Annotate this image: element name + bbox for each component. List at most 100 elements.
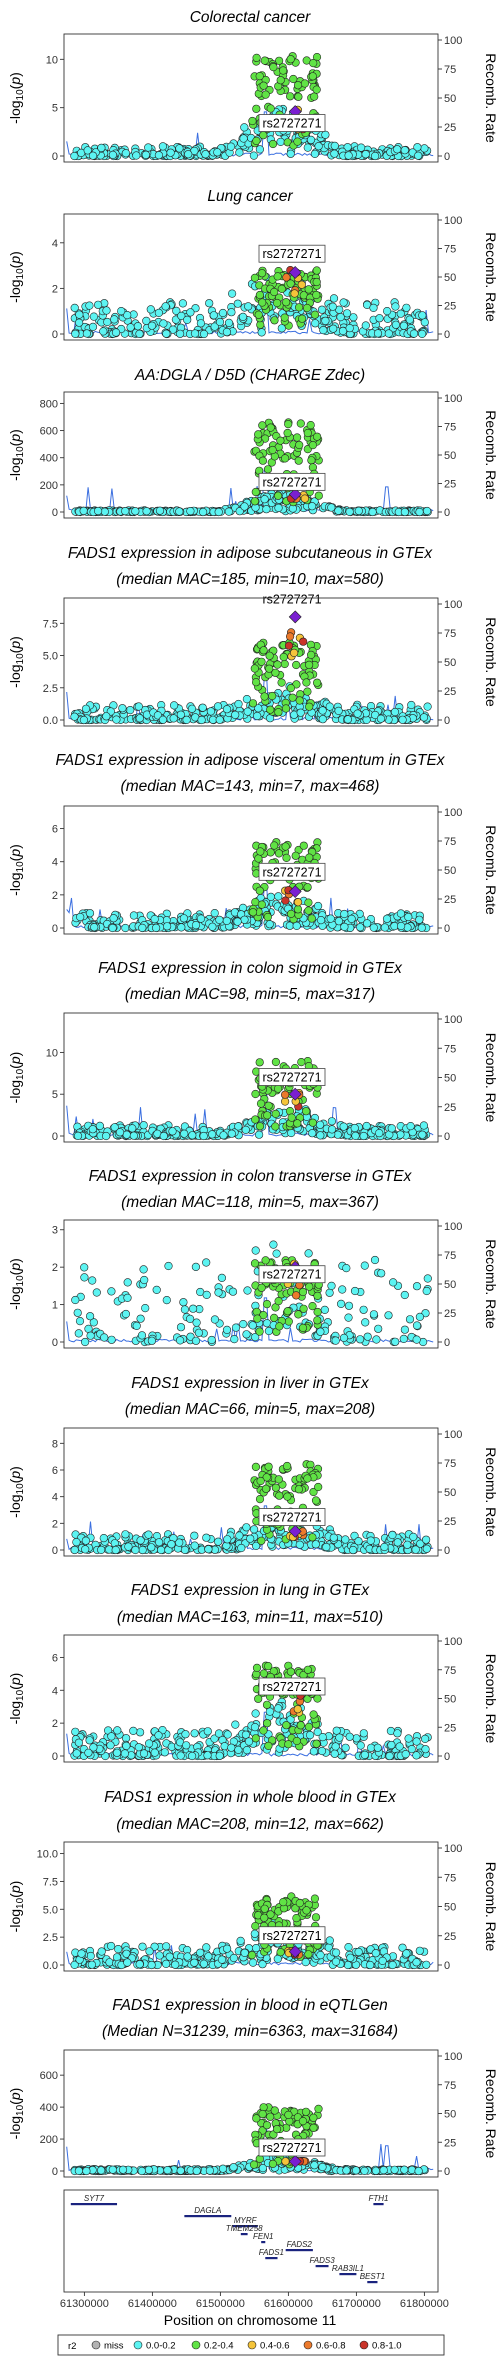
panel-5: FADS1 expression in adipose visceral ome… xyxy=(7,752,499,935)
snp-point xyxy=(249,2160,259,2169)
snp-point xyxy=(339,1333,349,1342)
snp-point xyxy=(361,321,370,330)
snp-point xyxy=(286,683,296,693)
recomb-tick-label: 75 xyxy=(444,2080,456,2092)
legend-label: 0.6-0.8 xyxy=(316,2341,346,2352)
snp-point xyxy=(363,1332,372,1341)
snp-point xyxy=(259,81,268,90)
snp-point xyxy=(292,921,301,931)
snp-point xyxy=(242,694,251,704)
snp-point xyxy=(351,1131,360,1140)
snp-point xyxy=(222,327,231,337)
snp-point xyxy=(268,2159,278,2168)
snp-point xyxy=(276,137,285,146)
snp-point xyxy=(86,1951,95,1961)
gene-label: FEN1 xyxy=(253,2232,273,2241)
snp-point xyxy=(244,302,253,311)
snp-point xyxy=(356,923,365,932)
snp-point xyxy=(309,58,318,68)
snp-point xyxy=(124,1542,133,1551)
snp-point xyxy=(310,1894,320,1903)
snp-point xyxy=(378,1956,387,1965)
snp-point xyxy=(255,1494,265,1504)
recomb-tick-label: 50 xyxy=(444,657,456,669)
snp-point xyxy=(419,1121,429,1130)
snp-point xyxy=(376,714,386,723)
recomb-tick-label: 100 xyxy=(444,215,462,227)
snp-point xyxy=(264,1462,273,1471)
snp-point xyxy=(327,503,336,512)
snp-point xyxy=(247,1950,257,1960)
snp-point xyxy=(242,1330,251,1339)
snp-point xyxy=(122,1741,131,1750)
snp-point xyxy=(375,1128,384,1138)
snp-point xyxy=(303,687,312,696)
recomb-tick-label: 25 xyxy=(444,2137,456,2149)
snp-point xyxy=(292,1736,301,1746)
legend-label: 0.0-0.2 xyxy=(146,2341,176,2352)
snp-point xyxy=(321,130,330,139)
recomb-tick-label: 75 xyxy=(444,1872,456,1884)
gene-label: BEST1 xyxy=(360,2272,385,2281)
snp-point xyxy=(82,2166,91,2176)
panel-3: AA:DGLA / D5D (CHARGE Zdec)rs27272710200… xyxy=(7,367,499,519)
snp-point xyxy=(368,507,377,517)
snp-point xyxy=(350,1123,359,1133)
snp-point xyxy=(339,1122,348,1131)
snp-point xyxy=(223,1535,232,1544)
snp-point xyxy=(202,1258,211,1267)
snp-point xyxy=(97,143,106,152)
snp-point xyxy=(133,322,142,331)
snp-point xyxy=(154,151,163,160)
snp-point xyxy=(308,441,318,450)
snp-point xyxy=(344,151,353,160)
snp-point xyxy=(222,705,232,714)
y-tick-label: 6 xyxy=(52,1465,58,1477)
snp-point xyxy=(307,456,316,465)
y-tick-label: 0 xyxy=(52,329,58,341)
lead-snp-label: rs2727271 xyxy=(262,1929,321,1943)
legend-label: miss xyxy=(104,2341,124,2352)
snp-point xyxy=(263,912,272,922)
y-tick-label: 10 xyxy=(46,54,58,66)
snp-point xyxy=(196,319,205,328)
snp-point xyxy=(363,919,372,928)
recomb-axis-label: Recomb. Rate xyxy=(483,1862,499,1952)
y-tick-label: 400 xyxy=(40,2102,58,2114)
snp-point xyxy=(293,433,302,442)
panel-7: FADS1 expression in colon transverse in … xyxy=(7,1168,499,1349)
snp-point xyxy=(123,311,132,320)
snp-point xyxy=(405,315,414,324)
recomb-tick-label: 50 xyxy=(444,865,456,877)
snp-point xyxy=(257,1283,266,1292)
gene-fen1 xyxy=(261,2241,266,2244)
snp-point xyxy=(313,1316,322,1325)
snp-point xyxy=(87,1960,96,1969)
snp-point xyxy=(145,1739,154,1748)
snp-point xyxy=(258,298,267,307)
snp-point xyxy=(293,1119,302,1128)
snp-point xyxy=(374,1324,383,1333)
snp-point xyxy=(361,1318,370,1327)
lead-snp-label-box xyxy=(258,244,326,263)
legend-swatch xyxy=(91,2340,101,2350)
snp-point xyxy=(80,1263,89,1272)
snp-point xyxy=(322,1542,331,1552)
recomb-axis-label: Recomb. Rate xyxy=(483,53,499,143)
snp-point xyxy=(375,314,384,323)
snp-point xyxy=(273,660,282,669)
snp-point xyxy=(415,915,424,924)
snp-point xyxy=(282,273,291,282)
panel-title: FADS1 expression in whole blood in GTEx xyxy=(104,1789,397,1806)
snp-point xyxy=(164,1261,173,1271)
snp-point xyxy=(274,708,283,717)
snp-point xyxy=(163,2166,172,2175)
snp-point xyxy=(262,1299,272,1309)
snp-point xyxy=(223,1730,232,1739)
snp-point xyxy=(275,1491,284,1500)
snp-point xyxy=(346,1953,355,1962)
snp-point xyxy=(305,1282,314,1291)
snp-point xyxy=(139,1121,148,1130)
snp-point xyxy=(203,1727,212,1736)
y-tick-label: 800 xyxy=(40,398,58,410)
